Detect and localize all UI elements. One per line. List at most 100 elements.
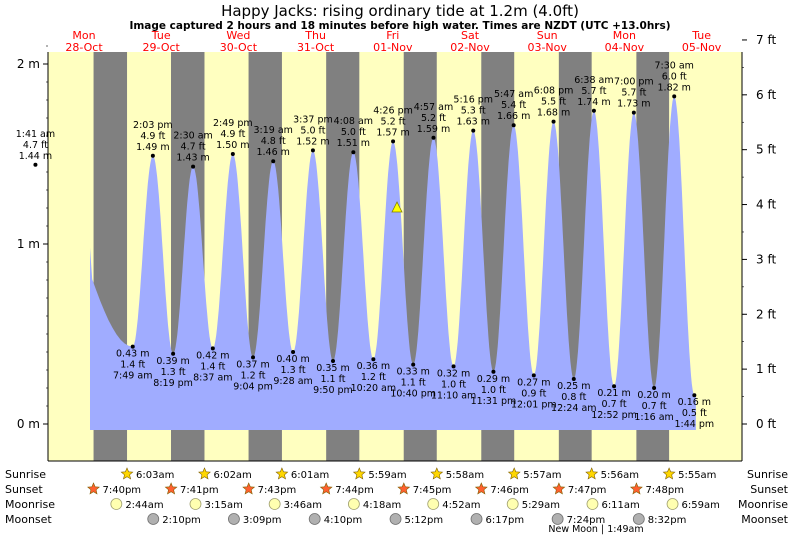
sunset-time: 7:40pm [103,485,142,496]
moonset-time: 4:10pm [324,515,363,526]
right-tick-label: 3 ft [756,252,776,266]
high-tide-point [150,153,155,158]
high-tide-time: 3:37 pm [293,114,333,125]
day-weekday: Tue [691,29,711,42]
high-tide-ft: 5.0 ft [300,125,325,136]
day-weekday: Sat [461,29,480,42]
moonset-time: 6:17pm [486,515,525,526]
low-tide-ft: 1.2 ft [361,372,386,383]
high-tide-m: 1.52 m [296,136,329,147]
sunset-icon [242,482,256,495]
high-tide-point [271,159,276,164]
low-tide-point [251,355,256,360]
low-tide-m: 0.43 m [116,349,149,360]
high-tide-point [391,139,396,144]
high-tide-ft: 4.9 ft [220,129,245,140]
sunset-time: 7:41pm [180,485,219,496]
day-headers: Mon28-OctTue29-OctWed30-OctThu31-OctFri0… [65,29,721,54]
day-date: 31-Oct [297,41,335,54]
low-tide-point [652,386,657,390]
moonrise-time: 6:59am [682,500,720,511]
moonrise-icon [189,498,202,510]
left-tick-label: 1 m [17,237,40,251]
high-tide-ft: 4.8 ft [261,136,286,147]
low-tide-m: 0.27 m [517,377,550,388]
low-tide-m: 0.25 m [557,381,590,392]
right-tick-label: 6 ft [756,88,776,102]
low-tide-ft: 1.1 ft [320,374,345,385]
low-tide-m: 0.42 m [196,350,229,361]
day-date: 05-Nov [682,41,722,54]
day-date: 01-Nov [373,41,413,54]
moonrise-time: 4:52am [442,500,480,511]
moonset-icon [470,513,483,525]
day-weekday: Thu [304,29,326,42]
high-tide-ft: 4.7 ft [181,142,206,153]
high-tide-time: 5:47 am [494,89,533,100]
high-tide-ft: 5.7 ft [581,86,606,97]
high-tide-point [33,162,38,167]
moonset-time: 5:12pm [405,515,444,526]
day-date: 28-Oct [65,41,103,54]
high-tide-ft: 5.0 ft [341,127,366,138]
high-tide-m: 1.74 m [577,97,610,108]
moonset-time: 7:24pm [567,515,606,526]
low-tide-point [612,384,617,389]
low-tide-m: 0.21 m [597,388,630,399]
left-tick-label: 2 m [17,57,40,71]
sunrise-time: 5:55am [678,470,716,481]
low-tide-ft: 1.3 ft [161,367,186,378]
high-tide-ft: 4.7 ft [23,140,48,151]
low-tide-ft: 1.4 ft [120,360,145,371]
moonrise-icon [506,498,519,510]
moonrise-icon [110,498,123,510]
high-tide-ft: 5.7 ft [621,88,646,99]
right-tick-label: 4 ft [756,198,776,212]
sunrise-icon [585,467,599,480]
low-tide-point [291,350,296,354]
axes: 0 m 1 m 2 m 0 ft 1 ft 2 ft 3 ft 4 ft 5 ft 6 ft 7 f… [17,33,776,462]
moonset-icon [147,513,160,525]
moonrise-icon [586,498,599,510]
moonrise-icon [666,498,679,510]
high-tide-time: 4:08 am [334,116,373,127]
high-tide-m: 1.66 m [497,111,530,122]
sunrise-icon [352,467,366,480]
sunset-icon [629,482,643,495]
high-tide-time: 4:26 pm [373,105,413,116]
sunset-time: 7:48pm [645,485,684,496]
low-tide-ft: 0.8 ft [561,392,586,403]
day-weekday: Mon [613,29,636,42]
low-tide-time: 9:50 pm [313,385,353,396]
high-tide-m: 1.63 m [457,117,490,128]
high-tide-point [230,152,235,156]
chart-title: Happy Jacks: rising ordinary tide at 1.2… [221,2,579,20]
low-tide-point [571,377,576,381]
low-tide-m: 0.32 m [437,368,470,379]
high-tide-ft: 5.3 ft [461,106,486,117]
high-tide-m: 1.51 m [337,138,370,149]
tide-area [90,96,696,431]
high-tide-time: 1:41 am [16,129,55,140]
left-tick-label: 0 m [17,417,40,431]
low-tide-ft: 0.5 ft [682,408,707,419]
day-weekday: Fri [386,29,399,42]
moonset-row-label-left: Moonset [5,513,52,526]
low-tide-m: 0.37 m [236,359,269,370]
low-tide-point [451,364,456,369]
low-tide-time: 7:49 am [113,371,152,382]
right-tick-label: 5 ft [756,143,776,157]
low-tide-ft: 1.1 ft [401,378,426,389]
sunset-time: 7:43pm [258,485,297,496]
high-tide-time: 4:57 am [414,102,453,113]
moonrise-time: 6:11am [601,500,639,511]
moonset-row-label-right: Moonset [741,513,788,526]
low-tide-time: 9:04 pm [233,381,273,392]
moonrise-row-label-left: Moonrise [5,498,55,511]
sunset-row-label-left: Sunset [5,483,43,496]
high-tide-time: 7:30 am [655,60,694,71]
sunset-icon [552,482,566,495]
moonset-icon [389,513,402,525]
low-tide-point [171,351,176,356]
